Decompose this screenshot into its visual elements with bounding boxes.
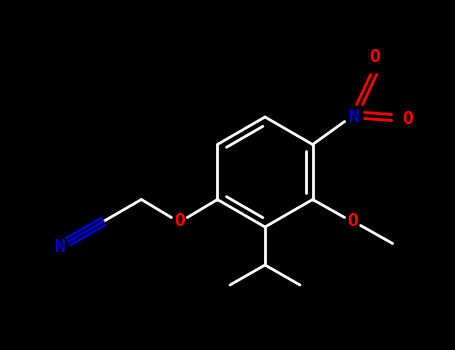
Text: O: O bbox=[369, 48, 380, 65]
Text: O: O bbox=[402, 111, 413, 128]
Text: N: N bbox=[349, 107, 360, 126]
Text: O: O bbox=[174, 212, 185, 231]
Text: O: O bbox=[347, 212, 358, 231]
Text: N: N bbox=[55, 238, 66, 255]
